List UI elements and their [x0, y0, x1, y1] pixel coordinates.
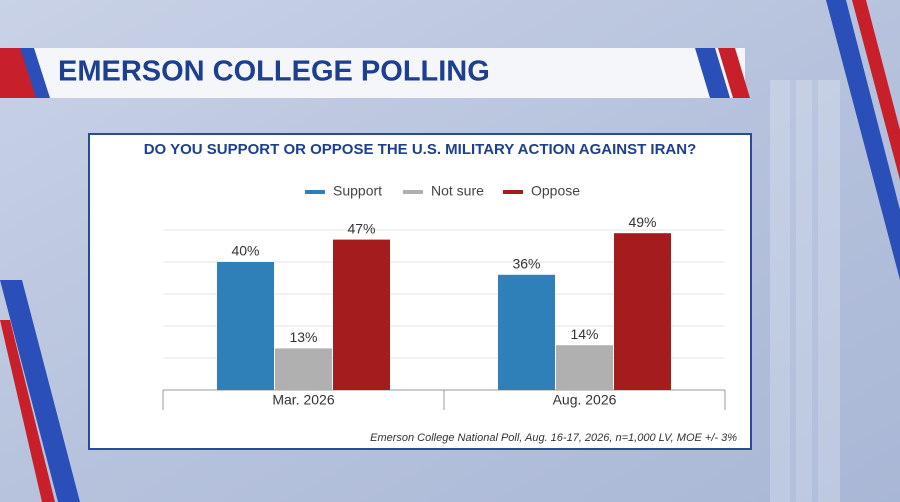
decor-columns: [770, 80, 840, 502]
legend-label: Oppose: [531, 183, 580, 199]
x-tick-label: Mar. 2026: [272, 392, 334, 408]
bar: [498, 274, 555, 390]
value-label: 14%: [570, 326, 598, 342]
source-note: Emerson College National Poll, Aug. 16-1…: [370, 432, 737, 444]
header-title: EMERSON COLLEGE POLLING: [58, 56, 490, 88]
bar: [614, 233, 671, 390]
chart-title: DO YOU SUPPORT OR OPPOSE THE U.S. MILITA…: [144, 141, 697, 158]
plot: Support Not sure Oppose Mar. 2026 40% 13% 47% A…: [162, 183, 726, 410]
x-tick-label: Aug. 2026: [553, 392, 617, 408]
bar: [275, 348, 332, 390]
legend-label: Not sure: [431, 183, 484, 199]
header-banner: [0, 48, 750, 98]
value-label: 49%: [628, 214, 656, 230]
legend-label: Support: [333, 183, 382, 199]
value-label: 40%: [231, 243, 259, 259]
value-label: 13%: [289, 329, 317, 345]
value-label: 36%: [512, 256, 540, 272]
bar: [333, 239, 390, 390]
value-label: 47%: [347, 220, 375, 236]
bar: [556, 345, 613, 390]
bar: [217, 262, 274, 390]
